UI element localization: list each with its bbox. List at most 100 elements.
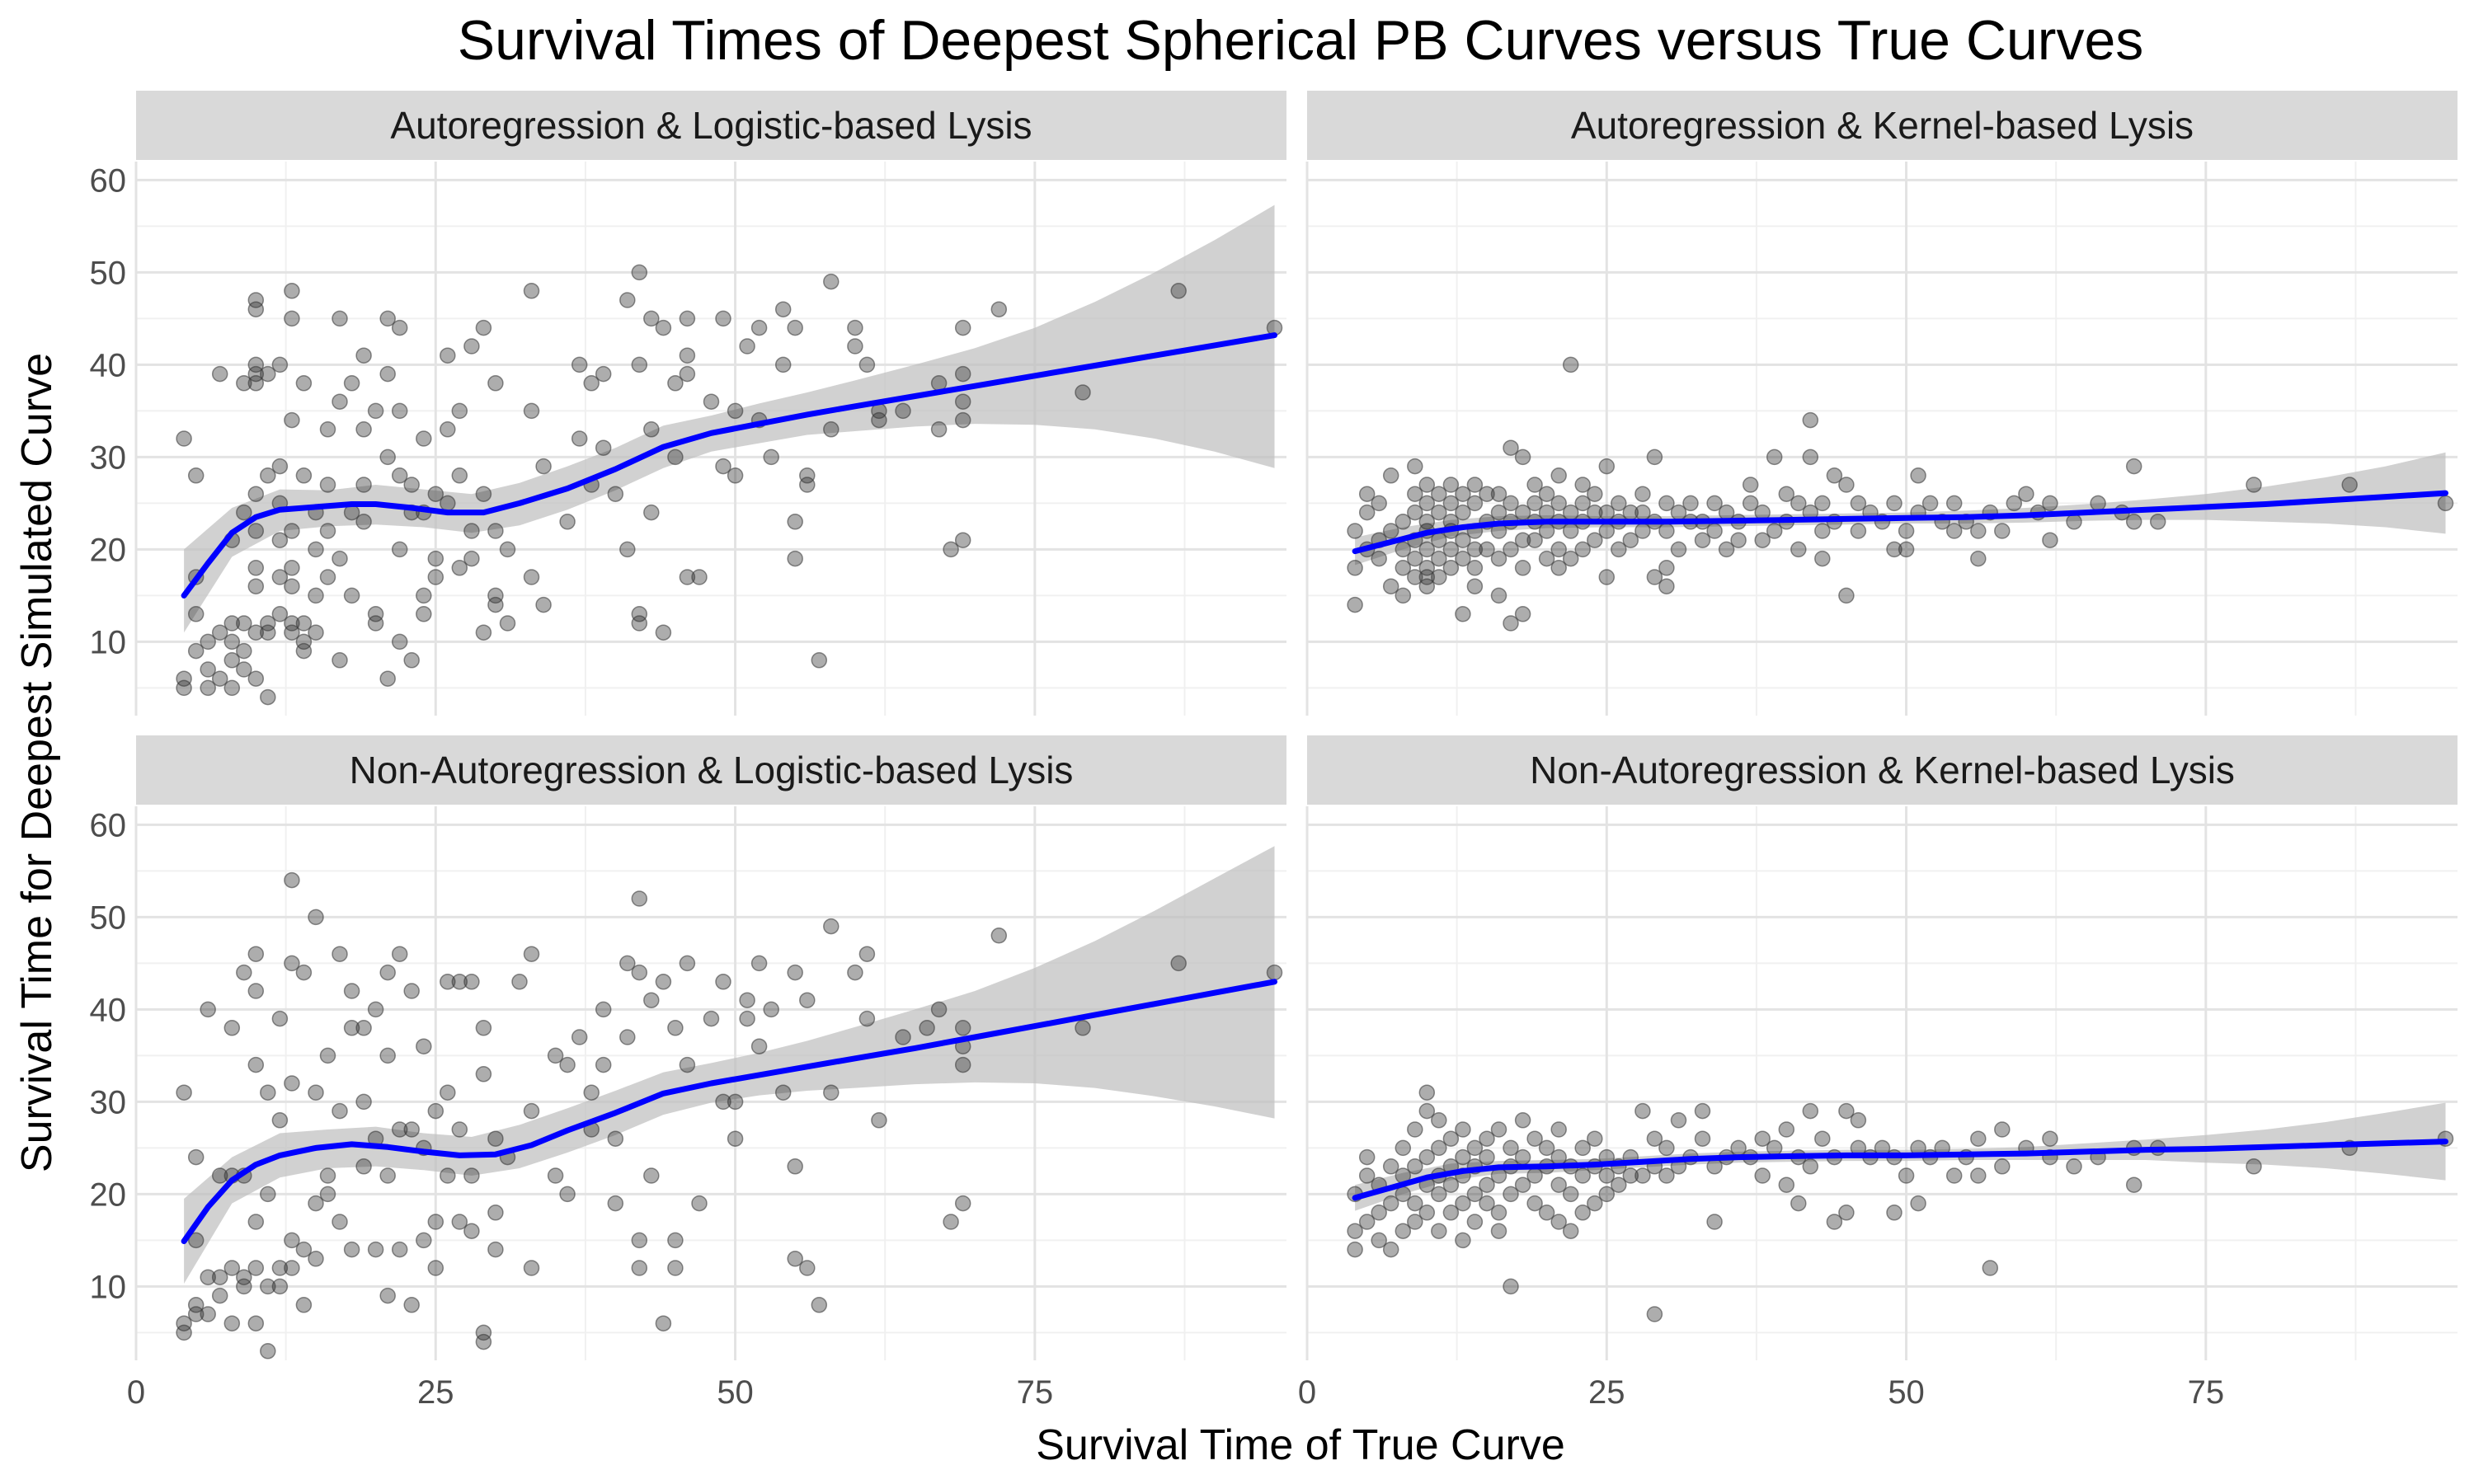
data-point <box>954 411 971 429</box>
data-point <box>1418 1084 1436 1101</box>
data-point <box>200 1001 216 1018</box>
data-point <box>547 1047 564 1064</box>
data-point <box>1479 486 1495 502</box>
data-point <box>715 458 731 475</box>
data-point <box>1418 1148 1436 1166</box>
data-point <box>319 477 336 493</box>
data-point <box>1466 578 1484 594</box>
panel-4: Non-Autoregression & Kernel-based Lysis 0… <box>1298 735 2458 1411</box>
data-point <box>1347 1241 1363 1258</box>
data-point <box>1466 477 1484 493</box>
data-point <box>679 955 696 972</box>
data-point <box>1802 1102 1819 1120</box>
data-point <box>1574 495 1591 512</box>
data-point <box>1358 486 1376 502</box>
data-point <box>355 1020 372 1036</box>
data-point <box>1658 578 1675 594</box>
data-point <box>1550 1176 1567 1193</box>
data-point <box>1802 448 1819 466</box>
data-point <box>1371 1205 1387 1221</box>
data-point <box>727 1130 744 1147</box>
smooth-line <box>1352 490 2448 555</box>
data-point <box>1886 1205 1903 1221</box>
data-point <box>523 1102 540 1120</box>
data-point <box>1694 1102 1711 1120</box>
data-point <box>295 467 313 484</box>
data-point <box>391 946 408 962</box>
data-point <box>1418 1205 1436 1221</box>
scatter-points <box>1347 1084 2454 1322</box>
data-point <box>655 974 672 990</box>
data-point <box>643 310 660 327</box>
data-point <box>271 1278 289 1295</box>
data-point <box>475 319 492 336</box>
data-point <box>1371 1232 1387 1249</box>
x-tick-label: 75 <box>2188 1374 2225 1411</box>
data-point <box>379 448 396 466</box>
data-point <box>236 504 252 521</box>
data-point <box>1898 523 1915 539</box>
data-point <box>750 1038 768 1054</box>
data-point <box>1574 541 1591 558</box>
data-point <box>1395 560 1412 576</box>
y-tick-label: 50 <box>90 255 127 291</box>
data-point <box>319 1047 336 1064</box>
data-point <box>260 688 276 706</box>
data-point <box>631 264 648 281</box>
data-point <box>1418 578 1436 594</box>
data-point <box>1347 1223 1363 1239</box>
data-point <box>1442 541 1460 558</box>
data-point <box>2066 1158 2082 1175</box>
data-point <box>367 1241 384 1258</box>
data-point <box>679 1056 696 1073</box>
data-point <box>499 615 516 632</box>
data-point <box>930 1001 948 1018</box>
data-point <box>1431 486 1447 502</box>
data-point <box>391 1241 408 1258</box>
data-point <box>619 955 636 972</box>
data-point <box>1358 1167 1376 1184</box>
data-point <box>211 1167 228 1184</box>
data-point <box>954 1195 971 1212</box>
data-point <box>271 569 289 585</box>
data-point <box>847 338 863 355</box>
data-point <box>1526 495 1543 512</box>
data-point <box>823 918 840 935</box>
data-point <box>1503 495 1519 512</box>
data-point <box>223 679 241 697</box>
data-point <box>260 1186 276 1203</box>
data-point <box>355 1093 372 1111</box>
data-point <box>1826 467 1843 484</box>
data-point <box>954 1056 971 1073</box>
data-point <box>332 550 348 567</box>
data-point <box>750 955 768 972</box>
data-point <box>2437 495 2454 512</box>
data-point <box>440 1167 456 1184</box>
data-point <box>200 633 216 650</box>
scatter-points <box>176 264 1283 706</box>
data-point <box>1431 1112 1447 1129</box>
data-point <box>1802 1158 1819 1175</box>
data-point <box>260 365 276 383</box>
data-point <box>308 1251 324 1267</box>
data-point <box>332 1102 348 1120</box>
data-point <box>1634 486 1651 502</box>
data-point <box>1706 495 1723 512</box>
data-point <box>1574 1139 1591 1157</box>
data-point <box>1418 560 1436 576</box>
data-point <box>236 642 252 660</box>
data-point <box>631 1232 648 1249</box>
data-point <box>655 1315 672 1331</box>
data-point <box>343 587 360 604</box>
data-point <box>247 1315 265 1331</box>
data-point <box>403 652 420 669</box>
data-point <box>451 560 468 576</box>
data-point <box>416 430 432 447</box>
data-point <box>1418 495 1436 512</box>
data-point <box>451 1121 468 1138</box>
data-point <box>284 310 300 327</box>
data-point <box>1382 578 1399 594</box>
data-point <box>271 1112 289 1129</box>
data-point <box>523 1260 540 1276</box>
data-point <box>1718 541 1735 558</box>
